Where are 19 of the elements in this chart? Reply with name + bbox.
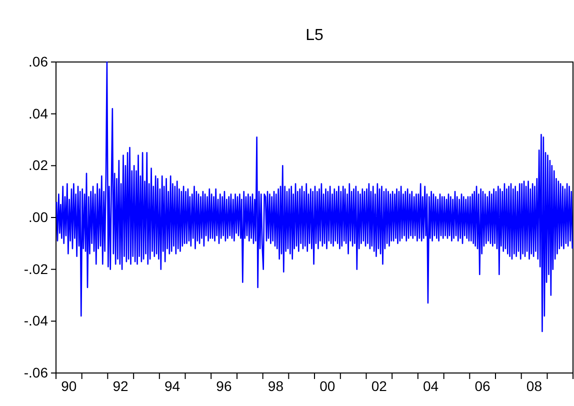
x-tick-label: 92 bbox=[112, 378, 129, 394]
x-tick-label: 02 bbox=[371, 378, 388, 394]
y-tick-label: -.06 bbox=[24, 364, 48, 380]
y-tick-label: .04 bbox=[28, 105, 48, 122]
y-tick-label: -.02 bbox=[24, 260, 48, 277]
x-tick-label: 98 bbox=[268, 378, 284, 394]
chart-title: L5 bbox=[306, 27, 324, 44]
x-tick-label: 04 bbox=[423, 378, 439, 394]
x-tick-label: 06 bbox=[474, 378, 491, 394]
y-tick-label: .02 bbox=[28, 157, 48, 174]
x-tick-label: 94 bbox=[164, 378, 180, 394]
x-tick-label: 90 bbox=[61, 378, 77, 394]
line-series bbox=[56, 61, 574, 332]
y-tick-label: .06 bbox=[28, 53, 48, 70]
y-tick-label: .00 bbox=[28, 208, 48, 225]
y-tick-label: -.04 bbox=[24, 312, 48, 329]
x-tick-label: 00 bbox=[320, 378, 336, 394]
x-tick-label: 08 bbox=[526, 378, 542, 394]
x-tick-label: 96 bbox=[216, 378, 232, 394]
